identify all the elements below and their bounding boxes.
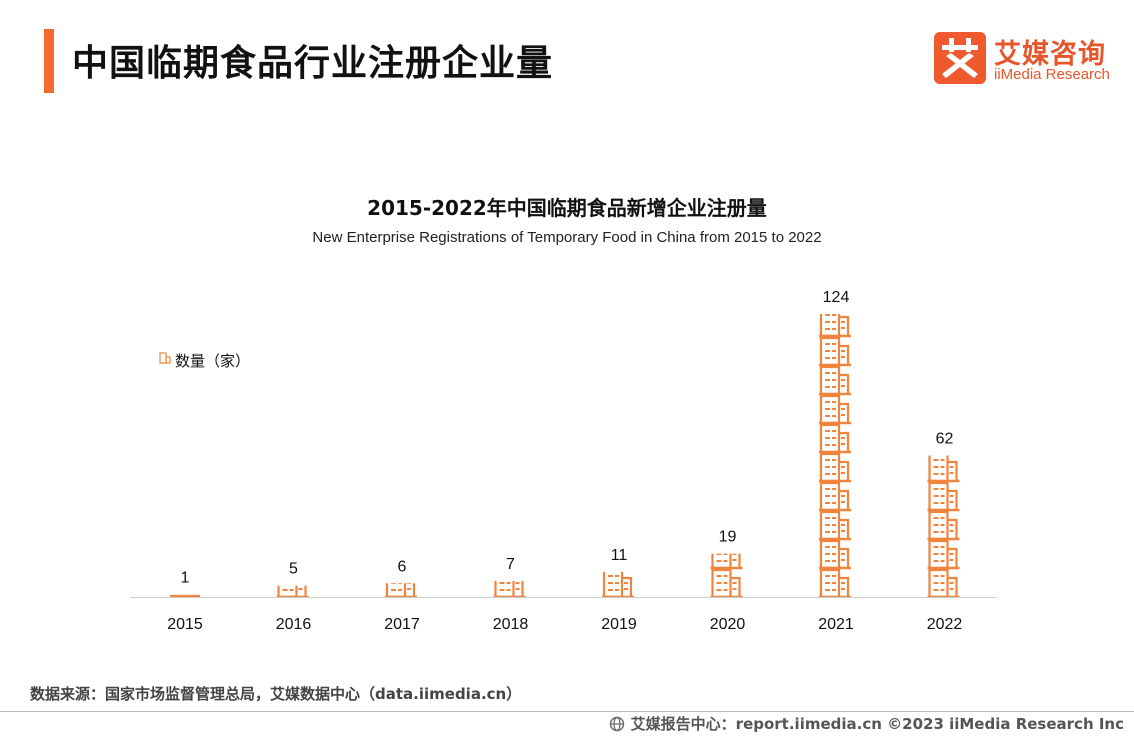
building-icon: [927, 455, 960, 483]
building-icon: [819, 423, 851, 454]
footer: 艾媒报告中心：report.iimedia.cn ©2023 iiMedia R…: [609, 713, 1124, 734]
building-icon: [819, 568, 851, 597]
building-icon: [819, 452, 851, 483]
bar-2019: [602, 571, 634, 597]
data-label: 5: [289, 561, 298, 578]
building-icon: [819, 314, 851, 338]
building-icon: [819, 394, 851, 425]
x-tick-label: 2015: [167, 616, 203, 633]
logo-mark-icon: [934, 32, 986, 84]
legend: 数量（家）: [159, 352, 250, 370]
title-accent-bar: [44, 29, 54, 93]
bar-2021: [819, 314, 851, 597]
building-icon: [493, 581, 526, 597]
data-label: 6: [398, 558, 407, 575]
legend-label: 数量（家）: [175, 352, 250, 370]
building-icon: [819, 539, 851, 570]
x-tick-label: 2021: [818, 616, 854, 633]
building-icon: [602, 571, 634, 597]
page-title: 中国临期食品行业注册企业量: [72, 43, 554, 84]
bar-2017: [385, 583, 417, 597]
x-tick-label: 2018: [493, 616, 529, 633]
globe-icon: [609, 716, 624, 731]
building-icon: [819, 510, 851, 541]
footer-divider: [0, 711, 1134, 712]
building-icon: [710, 553, 743, 570]
building-icon: [927, 481, 960, 512]
legend-swatch-icon: [159, 352, 171, 364]
building-icon: [819, 481, 851, 512]
data-label: 1: [181, 570, 190, 587]
x-tick-label: 2022: [927, 616, 963, 633]
chart-subtitle: New Enterprise Registrations of Temporar…: [312, 229, 822, 246]
data-label: 19: [719, 529, 737, 546]
data-label: 7: [506, 556, 515, 573]
data-label: 11: [611, 547, 628, 564]
footer-text: 艾媒报告中心：report.iimedia.cn ©2023 iiMedia R…: [630, 715, 1124, 733]
chart-title: 2015-2022年中国临期食品新增企业注册量: [367, 196, 767, 220]
x-tick-label: 2016: [276, 616, 312, 633]
bar-2018: [493, 581, 526, 597]
building-icon: [710, 568, 743, 597]
building-icon: [927, 539, 960, 570]
x-tick-label: 2019: [601, 616, 637, 633]
bar-2022: [927, 455, 960, 597]
building-icon: [819, 365, 851, 396]
building-icon: [385, 583, 417, 597]
data-label: 124: [823, 289, 850, 306]
bar-2016: [276, 585, 309, 597]
building-icon: [276, 585, 309, 597]
x-tick-label: 2017: [384, 616, 420, 633]
iimedia-logo: 艾媒咨询 iiMedia Research: [934, 32, 1114, 86]
data-label: 62: [936, 431, 954, 448]
bar-2020: [710, 553, 743, 597]
building-icon: [927, 510, 960, 541]
building-icon: [819, 336, 851, 367]
data-source: 数据来源：国家市场监督管理总局，艾媒数据中心（data.iimedia.cn）: [30, 685, 522, 703]
x-tick-label: 2020: [710, 616, 746, 633]
logo-cn-text: 艾媒咨询: [994, 39, 1106, 70]
building-icon: [927, 568, 960, 597]
logo-en-text: iiMedia Research: [994, 66, 1110, 83]
